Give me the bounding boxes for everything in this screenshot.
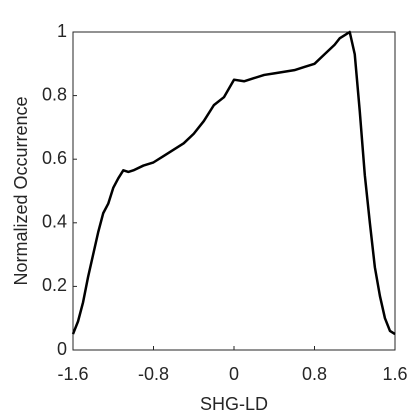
y-tick-label: 0.6: [42, 148, 67, 168]
line-series: [71, 30, 396, 336]
y-tick-label: 0.2: [42, 275, 67, 295]
y-tick-label: 0.4: [42, 212, 67, 232]
y-axis-label: Normalized Occurrence: [11, 96, 31, 285]
x-tick-label: 0.8: [302, 364, 327, 384]
x-tick-label: -1.6: [57, 364, 88, 384]
x-tick-label: 1.6: [382, 364, 407, 384]
x-tick-label: -0.8: [138, 364, 169, 384]
y-tick-label: 0: [57, 339, 67, 359]
x-tick-label: 0: [229, 364, 239, 384]
x-axis-label: SHG-LD: [200, 394, 268, 414]
y-tick-label: 0.8: [42, 84, 67, 104]
y-tick-label: 1: [57, 21, 67, 41]
